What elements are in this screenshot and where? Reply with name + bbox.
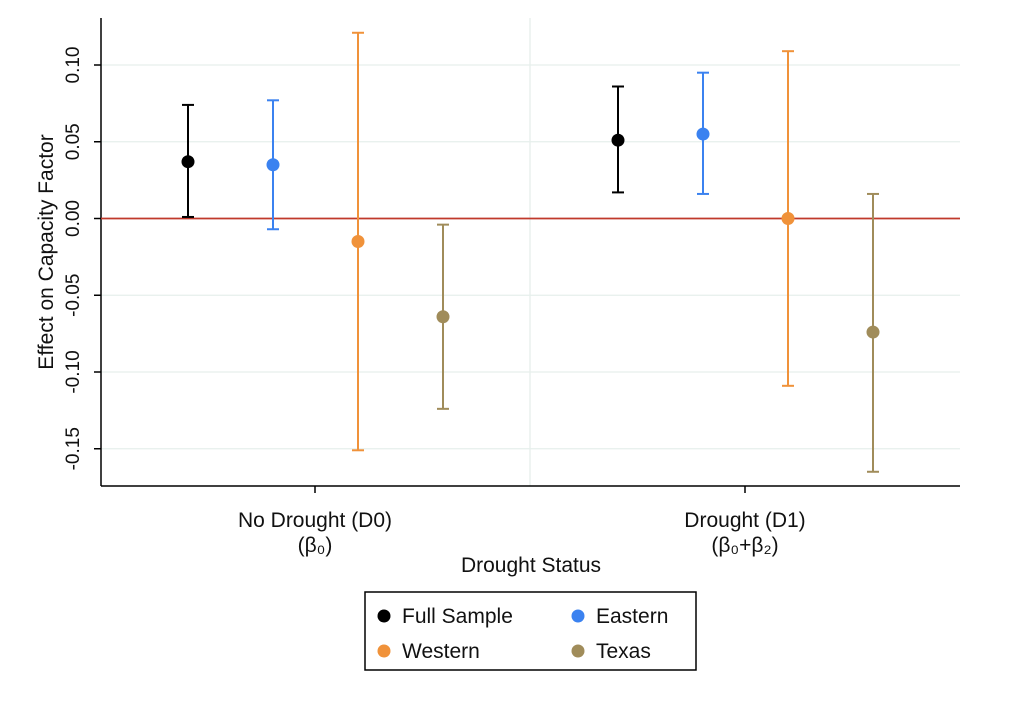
x-category-sublabel: (β₀) xyxy=(298,534,333,557)
point-eastern-0 xyxy=(266,99,280,231)
legend-marker xyxy=(571,609,585,623)
point-estimate xyxy=(351,235,365,249)
y-tick-label: -0.05 xyxy=(63,274,84,317)
point-western-1 xyxy=(781,50,795,387)
point-texas-1 xyxy=(866,192,880,473)
legend-marker xyxy=(377,609,391,623)
point-estimate xyxy=(611,133,625,147)
legend-label: Full Sample xyxy=(402,605,513,628)
point-texas-0 xyxy=(436,223,450,410)
point-estimate xyxy=(181,155,195,169)
point-western-0 xyxy=(351,31,365,452)
y-axis-title: Effect on Capacity Factor xyxy=(35,134,58,369)
point-estimate xyxy=(866,325,880,339)
point-eastern-1 xyxy=(696,71,710,195)
legend-marker xyxy=(571,644,585,658)
legend: Full Sample Eastern Western Texas xyxy=(364,591,697,671)
legend-box xyxy=(364,591,697,671)
legend-label: Western xyxy=(402,640,480,663)
y-tick-label: -0.10 xyxy=(63,350,84,393)
point-estimate xyxy=(781,212,795,225)
x-axis-title: Drought Status xyxy=(461,554,601,577)
point-estimate xyxy=(266,158,280,172)
point-full-sample-1 xyxy=(611,85,625,194)
legend-marker xyxy=(377,644,391,658)
x-category-label: Drought (D1) xyxy=(684,509,805,532)
y-tick-label: 0.05 xyxy=(63,123,84,160)
y-tick-label: 0.00 xyxy=(63,200,84,237)
grid xyxy=(101,18,960,486)
y-tick-label: -0.15 xyxy=(63,427,84,470)
point-estimate xyxy=(696,127,710,141)
y-tick-label: 0.10 xyxy=(63,47,84,84)
x-category-label: No Drought (D0) xyxy=(238,509,392,532)
point-full-sample-0 xyxy=(181,103,195,218)
labels: Effect on Capacity Factor Drought Status… xyxy=(35,134,806,577)
data-marks xyxy=(101,31,960,473)
legend-label: Eastern xyxy=(596,605,668,628)
point-estimate xyxy=(436,310,450,324)
x-category-sublabel: (β₀+β₂) xyxy=(711,534,778,557)
axes: 0.10 0.05 0.00 -0.05 -0.10 -0.15 xyxy=(63,18,960,493)
legend-label: Texas xyxy=(596,640,651,663)
